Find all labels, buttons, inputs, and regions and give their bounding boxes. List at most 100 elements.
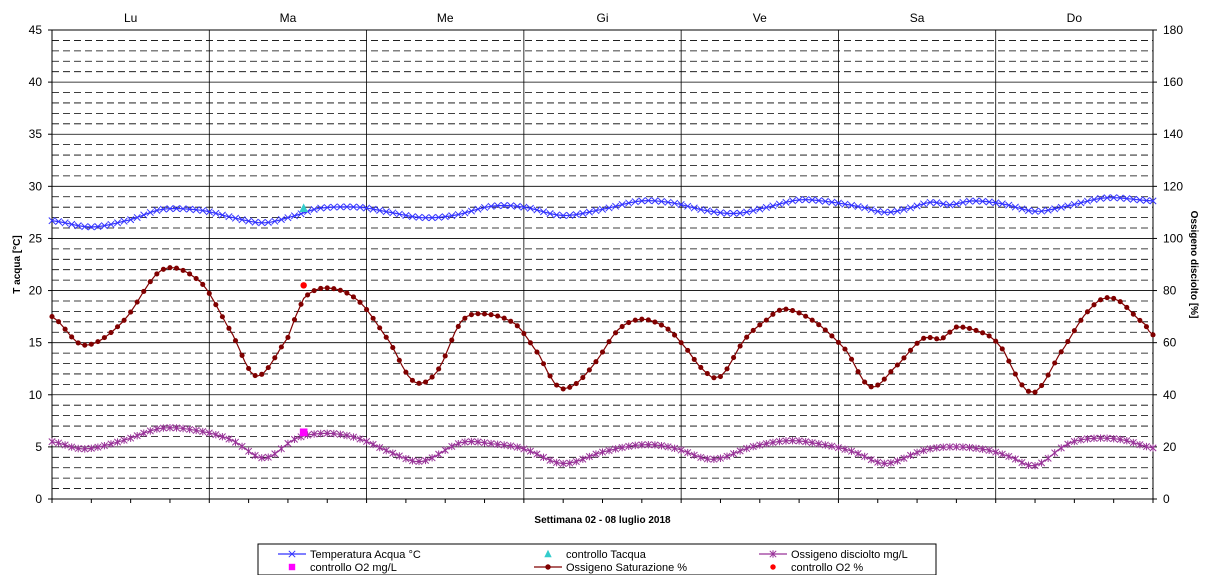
data-point: [691, 356, 697, 362]
y-tick-label: 45: [29, 23, 43, 37]
data-point: [736, 447, 744, 455]
y2-tick-label: 100: [1163, 231, 1183, 245]
data-point: [867, 206, 875, 214]
data-point: [795, 437, 803, 445]
data-point: [658, 322, 665, 328]
data-point: [1098, 297, 1104, 303]
data-point: [992, 448, 1000, 456]
data-point: [1110, 194, 1118, 202]
data-point: [206, 290, 212, 296]
data-point: [299, 428, 308, 437]
data-point: [494, 202, 502, 210]
y-tick-label: 10: [29, 388, 43, 402]
data-point: [592, 207, 600, 215]
data-point: [508, 318, 514, 324]
data-point: [474, 438, 482, 446]
data-point: [500, 201, 508, 210]
y-tick-label: 25: [29, 231, 43, 245]
data-point: [133, 213, 141, 222]
data-point: [710, 208, 718, 216]
data-point: [87, 223, 95, 231]
data-point: [402, 211, 410, 219]
legend-marker: [545, 564, 551, 570]
data-point: [1136, 440, 1144, 449]
day-label: Do: [1067, 11, 1083, 25]
data-point: [305, 292, 311, 298]
data-point: [841, 445, 849, 453]
data-point: [986, 333, 992, 339]
y2-tick-label: 180: [1163, 23, 1183, 37]
data-point: [192, 426, 200, 435]
data-point: [933, 444, 941, 452]
data-point: [331, 286, 337, 292]
y2-axis-title: Ossigeno disciolto [%]: [1188, 211, 1199, 319]
data-point: [199, 427, 207, 436]
data-point: [998, 200, 1006, 208]
data-point: [310, 205, 318, 214]
data-point: [513, 443, 521, 451]
data-point: [769, 202, 777, 210]
data-point: [199, 206, 207, 215]
data-point: [546, 209, 554, 218]
data-point: [757, 322, 763, 328]
data-point: [402, 455, 410, 463]
data-point: [952, 200, 960, 208]
data-point: [395, 452, 403, 460]
data-point: [74, 444, 82, 453]
data-point: [598, 205, 607, 213]
legend-item: controllo O2 %: [770, 562, 863, 574]
data-point: [448, 212, 456, 220]
data-point: [231, 214, 240, 222]
data-point: [526, 204, 534, 212]
data-point: [834, 199, 842, 207]
data-point: [408, 213, 416, 221]
data-point: [271, 217, 279, 225]
data-point: [409, 377, 415, 383]
y-tick-label: 5: [35, 440, 42, 454]
data-point: [704, 371, 710, 377]
data-point: [828, 442, 836, 450]
data-point: [1006, 358, 1012, 364]
data-point: [1064, 440, 1072, 448]
data-point: [416, 380, 422, 386]
data-point: [697, 453, 705, 462]
data-point: [363, 437, 371, 446]
y2-tick-label: 0: [1163, 492, 1170, 506]
data-point: [972, 444, 980, 452]
data-point: [146, 427, 154, 435]
data-point: [875, 382, 881, 388]
data-point: [69, 334, 75, 340]
data-point: [526, 447, 534, 455]
data-point: [567, 384, 573, 390]
data-point: [455, 323, 461, 329]
data-point: [159, 205, 167, 213]
data-point: [232, 338, 239, 344]
y2-tick-label: 80: [1163, 284, 1177, 298]
data-point: [449, 337, 455, 343]
data-point: [108, 330, 114, 336]
data-point: [580, 374, 586, 381]
data-point: [960, 324, 966, 330]
data-point: [743, 444, 751, 453]
data-point: [107, 220, 115, 228]
data-point: [480, 203, 489, 212]
data-point: [802, 196, 810, 204]
data-point: [179, 205, 187, 213]
data-point: [816, 322, 822, 328]
y2-tick-label: 60: [1163, 336, 1177, 350]
data-point: [513, 202, 521, 210]
data-point: [802, 437, 810, 446]
data-point: [349, 433, 358, 441]
data-point: [389, 209, 397, 217]
data-point: [618, 201, 626, 209]
data-point: [507, 202, 515, 210]
data-point: [468, 312, 474, 318]
day-label: Gi: [597, 11, 609, 25]
day-label: Lu: [124, 11, 137, 25]
data-point: [749, 442, 757, 451]
data-point: [495, 313, 501, 319]
data-point: [1083, 435, 1092, 443]
data-point: [218, 432, 226, 441]
data-point: [677, 201, 685, 209]
y-tick-label: 40: [29, 75, 43, 89]
